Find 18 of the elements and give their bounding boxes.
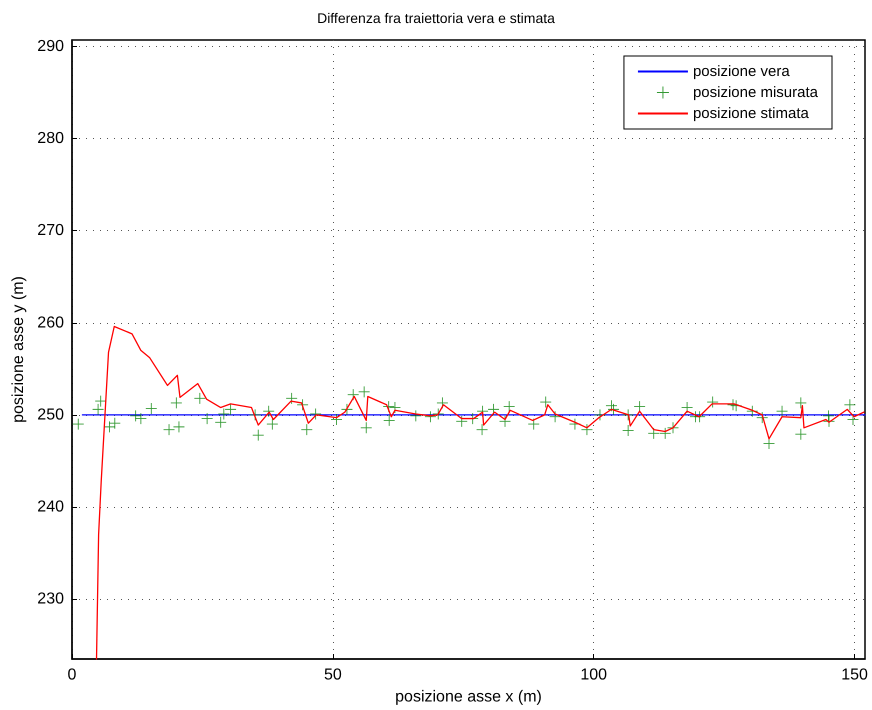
y-axis-title: posizione asse y (m) [10,276,27,423]
legend-label: posizione misurata [692,84,819,101]
legend-label: posizione vera [692,63,790,80]
y-tick-label: 240 [37,498,64,516]
y-tick-label: 230 [37,590,64,608]
x-tick-label: 100 [580,666,608,684]
x-tick-label: 150 [841,666,868,684]
y-tick-label: 290 [37,38,64,55]
x-axis-title: posizione asse x (m) [395,688,542,706]
y-tick-label: 250 [37,406,64,424]
legend-label: posizione stimata [692,105,810,122]
x-tick-label: 0 [68,666,77,684]
y-tick-label: 260 [37,314,64,332]
line-series [96,326,865,660]
y-tick-label: 280 [37,130,64,148]
chart-title: Differenza fra traiettoria vera e stimata [317,10,556,26]
y-tick-label: 270 [37,222,64,240]
x-tick-label: 50 [324,666,342,684]
